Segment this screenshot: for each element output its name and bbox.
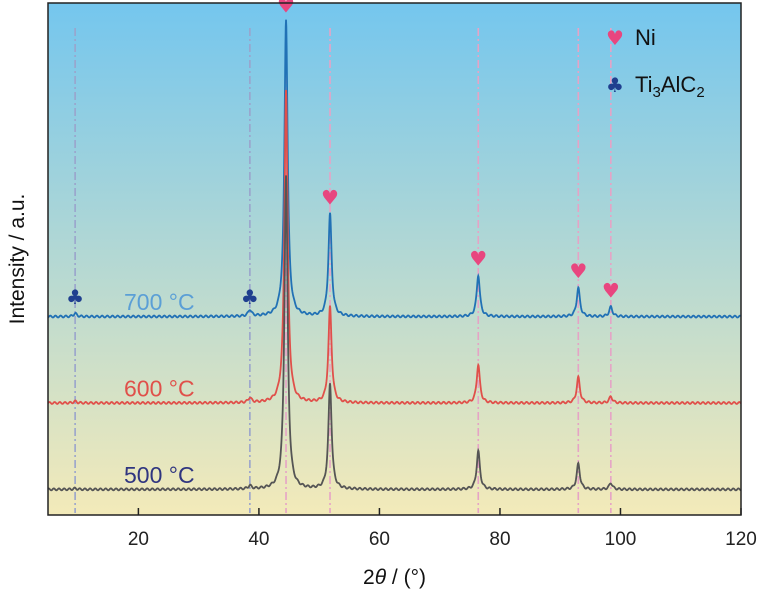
series-line-1 (48, 89, 741, 405)
plot-frame (47, 2, 742, 516)
y-axis-title: Intensity / a.u. (6, 194, 29, 325)
legend-symbol-1: ♣ (606, 73, 624, 97)
legend-symbol-0: ♥ (606, 26, 624, 50)
x-tick-label-2: 60 (369, 529, 390, 550)
peak-marker-6: ♥ (602, 278, 620, 302)
series-labels: 700 °C 600 °C 500 °C (124, 289, 195, 488)
x-axis-title-prefix: 2 (363, 566, 375, 589)
series-label-0: 700 °C (124, 289, 195, 315)
x-tick-label-5: 120 (725, 529, 757, 550)
series-line-0 (48, 19, 741, 319)
x-axis-ticks: 20 40 60 80 100 120 (128, 508, 757, 550)
x-axis-title-theta: θ (375, 566, 387, 589)
series-line-2 (48, 175, 741, 492)
x-axis-title: 2θ / (°) (363, 566, 426, 589)
x-tick-label-3: 80 (489, 529, 510, 550)
legend: ♥ Ni ♣ Ti3AlC2 (606, 25, 705, 101)
series-label-1: 600 °C (124, 376, 195, 402)
x-tick-label-0: 20 (128, 529, 149, 550)
series-label-2: 500 °C (124, 462, 195, 488)
legend-label-1: Ti3AlC2 (635, 72, 705, 101)
series-traces (48, 19, 741, 492)
peak-markers: ♣ ♣ ♥ ♥ ♥ ♥ ♥ (66, 0, 620, 309)
plot-background (48, 3, 741, 515)
peak-marker-4: ♥ (469, 246, 487, 270)
peak-marker-1: ♣ (241, 285, 259, 309)
legend-label-0: Ni (635, 25, 656, 50)
peak-marker-5: ♥ (569, 259, 587, 283)
peak-marker-3: ♥ (321, 186, 339, 210)
x-axis-title-suffix: / (°) (386, 566, 426, 589)
x-tick-label-1: 40 (248, 529, 269, 550)
peak-marker-2: ♥ (277, 0, 295, 18)
x-tick-label-4: 100 (605, 529, 637, 550)
peak-marker-0: ♣ (66, 285, 84, 309)
